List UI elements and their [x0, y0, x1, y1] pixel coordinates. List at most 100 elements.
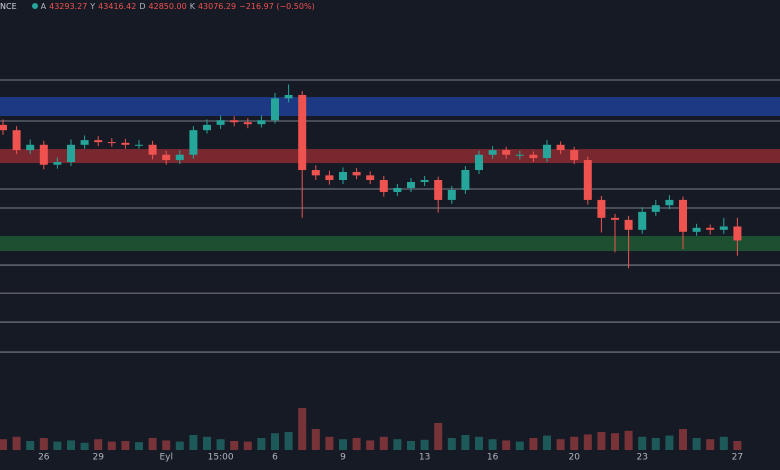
candle-body	[148, 144, 157, 155]
x-tick-label: 23	[636, 453, 647, 463]
volume-bar	[189, 435, 198, 450]
candle-body	[624, 219, 633, 230]
candle-body	[257, 120, 266, 125]
symbol: NCE	[0, 2, 17, 11]
x-tick-label: 9	[340, 453, 346, 463]
volume-bar	[216, 439, 225, 450]
volume-bar	[502, 440, 511, 450]
candle-body	[53, 162, 62, 165]
candle-body	[216, 120, 225, 125]
volume-bar	[434, 423, 443, 450]
candle-body	[706, 227, 715, 230]
candle-body	[597, 199, 606, 218]
volume-bar	[679, 429, 687, 450]
candle-body	[325, 175, 334, 180]
volume-bar	[325, 436, 334, 450]
volume-bar	[529, 438, 538, 450]
volume-bar	[135, 442, 143, 450]
candle-body	[475, 154, 483, 171]
volume-bar	[80, 442, 89, 450]
candle-body	[638, 211, 647, 230]
volume-bar	[203, 436, 211, 450]
candle-body	[107, 142, 116, 144]
price-zone	[0, 149, 780, 164]
candle-body	[570, 150, 579, 161]
volume-bar	[366, 440, 375, 450]
ohlc-label: Y	[90, 2, 96, 11]
candle-body	[352, 172, 361, 176]
volume-bar	[597, 432, 606, 450]
candle-body	[733, 226, 742, 241]
volume-bar	[692, 438, 701, 450]
x-tick-label: 6	[272, 453, 278, 463]
candle-body	[488, 150, 497, 155]
candle-body	[298, 94, 307, 171]
volume-bar	[67, 440, 75, 450]
change: −216.97 (−0.50%)	[239, 2, 315, 11]
candle-body	[651, 205, 660, 212]
volume-bar	[148, 438, 157, 450]
candle-body	[379, 179, 388, 192]
x-tick-label: 27	[732, 453, 743, 463]
candle-body	[692, 227, 701, 232]
status-dot	[31, 3, 38, 9]
volume-bar	[94, 439, 103, 450]
volume-bar	[175, 441, 184, 450]
candle-body	[434, 179, 443, 200]
candle-body	[679, 199, 687, 232]
candle-body	[175, 154, 184, 161]
candle-body	[135, 144, 143, 146]
volume-bar	[583, 434, 592, 450]
candle-body	[556, 144, 565, 151]
candle-body	[583, 160, 592, 200]
ohlc-header: NCE A 43293.27 Y 43416.42 D 42850.00 K 43076.29−…	[0, 2, 318, 11]
volume-bar	[515, 441, 524, 450]
candle-body	[203, 124, 211, 131]
candle-body	[12, 130, 21, 151]
volume-bar	[311, 429, 320, 450]
volume-bar	[26, 441, 35, 450]
volume-bar	[39, 438, 48, 450]
candle-body	[94, 140, 103, 143]
ohlc-value: 43076.29	[197, 2, 237, 11]
ohlc-value: 43416.42	[98, 2, 137, 11]
volume-bar	[556, 439, 565, 450]
candle-body	[121, 142, 130, 145]
volume-bar	[733, 441, 742, 450]
volume-bar	[230, 441, 239, 450]
candle-body	[80, 140, 89, 145]
x-tick-label: 26	[38, 453, 50, 463]
candle-body	[0, 124, 7, 131]
ohlc-value: 42850.00	[148, 2, 187, 11]
candle-body	[529, 154, 538, 159]
candle-body	[271, 98, 279, 121]
ohlc-value: 43293.27	[49, 2, 88, 11]
candle-body	[420, 179, 429, 182]
ohlc-label: K	[189, 2, 195, 11]
candle-body	[366, 175, 375, 180]
x-tick-label: Eyl	[159, 453, 173, 463]
candle-body	[243, 122, 252, 125]
volume-bar	[638, 436, 647, 450]
volume-bar	[570, 436, 579, 450]
candle-body	[26, 144, 35, 151]
volume-bar	[0, 439, 7, 450]
x-tick-label: 16	[487, 453, 499, 463]
volume-bar	[475, 436, 483, 450]
volume-bar	[624, 430, 633, 450]
price-zone	[0, 97, 780, 117]
candle-body	[284, 94, 293, 99]
candle-body	[461, 170, 470, 190]
candle-body	[665, 199, 674, 206]
candle-body	[393, 187, 402, 192]
x-tick-label: 15:00	[208, 453, 234, 463]
x-tick-label: 20	[568, 453, 580, 463]
x-tick-label: 13	[419, 453, 430, 463]
volume-bar	[447, 438, 456, 450]
volume-bar	[461, 435, 470, 450]
candle-body	[189, 130, 198, 155]
volume-bar	[284, 432, 293, 450]
ohlc-label: A	[40, 2, 47, 11]
volume-bar	[719, 436, 728, 450]
